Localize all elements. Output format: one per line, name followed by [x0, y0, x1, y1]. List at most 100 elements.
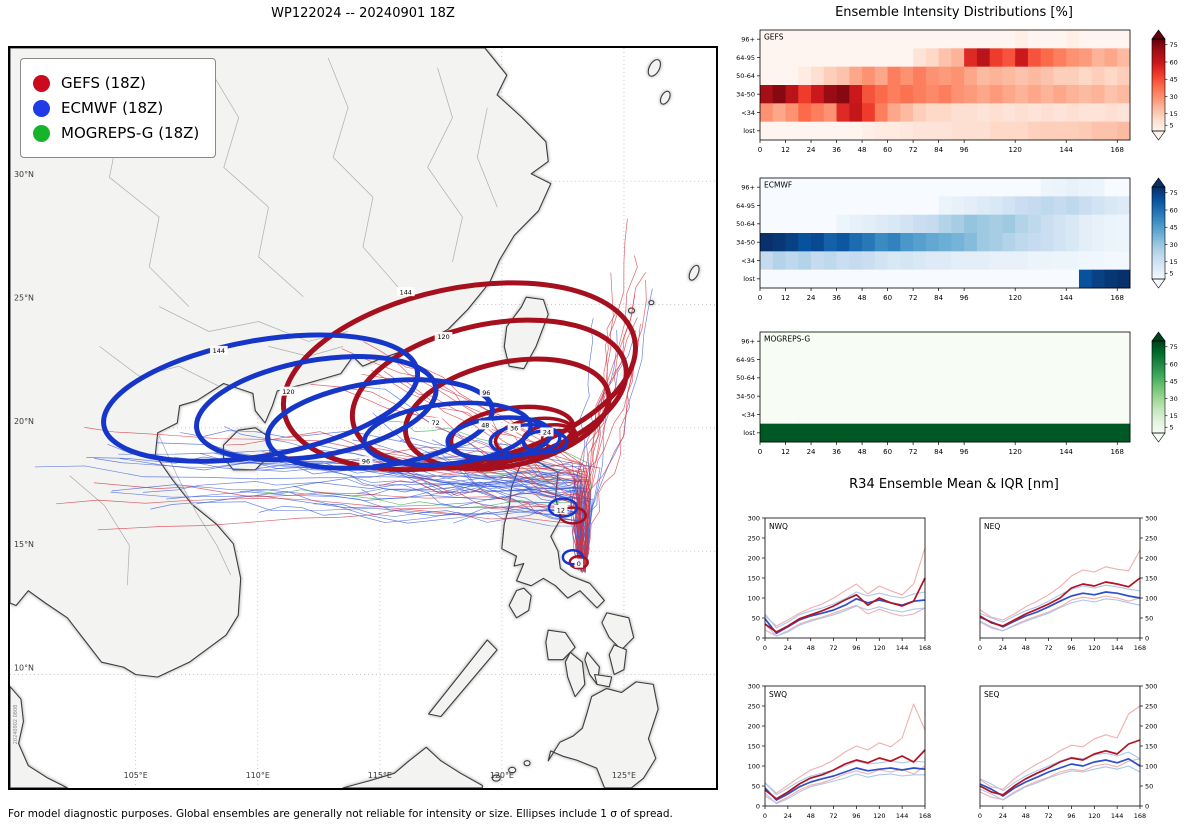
- svg-text:50: 50: [1145, 614, 1153, 622]
- svg-text:60: 60: [883, 448, 892, 456]
- svg-text:84: 84: [934, 294, 943, 302]
- ensemble-track: [180, 430, 601, 568]
- svg-text:36: 36: [832, 146, 841, 154]
- svg-text:NWQ: NWQ: [769, 522, 788, 531]
- svg-text:30: 30: [1170, 241, 1178, 249]
- svg-text:100: 100: [748, 762, 760, 770]
- svg-text:24: 24: [807, 448, 816, 456]
- svg-text:100: 100: [1145, 594, 1157, 602]
- svg-text:200: 200: [748, 554, 760, 562]
- map-axis-labels: 30°N 25°N 20°N 15°N 10°N 105°E 110°E 115°E 120°E…: [14, 170, 636, 780]
- svg-text:24: 24: [999, 812, 1007, 820]
- intensity-heatmap-gefs: 96+ 64-95 50-64 34-50 <34 lost 0 12 24 36 48 60 72 84…: [736, 29, 1178, 154]
- svg-text:84: 84: [934, 448, 943, 456]
- mainland-asia: [10, 48, 552, 678]
- svg-text:15: 15: [1170, 412, 1178, 420]
- svg-text:12: 12: [557, 506, 565, 514]
- r34-section-title: R34 Ensemble Mean & IQR [nm]: [849, 477, 1059, 492]
- svg-text:200: 200: [748, 722, 760, 730]
- svg-text:110°E: 110°E: [246, 771, 270, 780]
- svg-text:5: 5: [1170, 424, 1174, 432]
- svg-text:300: 300: [748, 514, 760, 522]
- r34-chart-swq: 0 50 100 150 200 250 300 0 24 48 72 96 120 144 168 SWQ: [748, 682, 932, 820]
- svg-text:SEQ: SEQ: [984, 690, 999, 699]
- svg-text:120: 120: [1088, 812, 1100, 820]
- svg-text:100: 100: [748, 594, 760, 602]
- svg-text:36: 36: [832, 294, 841, 302]
- svg-text:ECMWF: ECMWF: [764, 181, 792, 190]
- gefs-color-dot: [33, 74, 50, 92]
- spread-ellipse: [540, 428, 578, 450]
- svg-text:144: 144: [896, 644, 908, 652]
- legend-item-mogreps: MOGREPS-G (18Z): [33, 124, 199, 142]
- svg-text:64-95: 64-95: [736, 356, 755, 364]
- svg-text:250: 250: [748, 702, 760, 710]
- svg-text:75: 75: [1170, 189, 1178, 197]
- svg-text:50-64: 50-64: [736, 220, 755, 228]
- svg-text:105°E: 105°E: [124, 771, 148, 780]
- svg-text:<34: <34: [741, 411, 755, 419]
- svg-text:36: 36: [510, 425, 518, 433]
- svg-text:60: 60: [1170, 360, 1178, 368]
- svg-text:48: 48: [1022, 644, 1030, 652]
- sulu-islet: [491, 774, 501, 782]
- svg-text:75: 75: [1170, 343, 1178, 351]
- ensemble-track: [93, 482, 588, 567]
- svg-text:60: 60: [1170, 58, 1178, 66]
- svg-text:96: 96: [362, 458, 370, 466]
- ishigaki-islet: [648, 300, 655, 306]
- ensemble-track: [579, 279, 647, 573]
- svg-text:72: 72: [909, 146, 918, 154]
- timestamp-stamp: 20240902 0808: [13, 705, 19, 745]
- sulu-islet: [508, 766, 517, 774]
- svg-text:48: 48: [858, 146, 867, 154]
- svg-text:96: 96: [852, 812, 860, 820]
- svg-text:48: 48: [858, 294, 867, 302]
- bohol-island: [594, 673, 613, 688]
- svg-text:24: 24: [999, 644, 1007, 652]
- svg-text:100: 100: [1145, 762, 1157, 770]
- svg-text:30: 30: [1170, 395, 1178, 403]
- svg-text:<34: <34: [741, 109, 755, 117]
- svg-text:24: 24: [807, 146, 816, 154]
- svg-text:96+: 96+: [741, 36, 755, 44]
- ecmwf-color-dot: [33, 99, 50, 117]
- svg-text:144: 144: [1111, 644, 1123, 652]
- svg-text:lost: lost: [743, 127, 755, 135]
- svg-text:0: 0: [577, 560, 581, 568]
- svg-text:96: 96: [482, 389, 490, 397]
- ensemble-track: [97, 508, 581, 567]
- ensemble-track: [142, 476, 584, 566]
- svg-text:72: 72: [431, 419, 439, 427]
- svg-text:MOGREPS-G: MOGREPS-G: [764, 335, 810, 344]
- svg-text:24: 24: [784, 812, 792, 820]
- ensemble-track: [576, 295, 636, 571]
- spread-ellipse: [101, 332, 421, 464]
- legend-item-ecmwf: ECMWF (18Z): [33, 99, 199, 117]
- svg-text:0: 0: [758, 146, 762, 154]
- svg-text:200: 200: [1145, 554, 1157, 562]
- svg-text:120: 120: [1008, 294, 1021, 302]
- svg-text:NEQ: NEQ: [984, 522, 1000, 531]
- svg-text:300: 300: [748, 682, 760, 690]
- malay-peninsula: [10, 686, 68, 788]
- svg-text:48: 48: [858, 448, 867, 456]
- svg-text:20°N: 20°N: [14, 417, 34, 426]
- ecmwf-spread-ellipses: [101, 332, 584, 566]
- svg-text:150: 150: [1145, 574, 1157, 582]
- intensity-heatmap-mogreps: 96+ 64-95 50-64 34-50 <34 lost 0 12 24 36 48 60 72 84…: [736, 331, 1178, 456]
- ensemble-track: [582, 353, 635, 571]
- svg-text:25°N: 25°N: [14, 294, 34, 303]
- svg-text:96+: 96+: [741, 184, 755, 192]
- svg-text:144: 144: [400, 288, 412, 296]
- svg-text:300: 300: [1145, 514, 1157, 522]
- svg-text:144: 144: [896, 812, 908, 820]
- ensemble-track: [214, 452, 584, 573]
- svg-text:168: 168: [919, 812, 931, 820]
- ryukyu-islet: [659, 90, 671, 105]
- spread-ellipse: [568, 555, 589, 570]
- svg-text:0: 0: [978, 812, 982, 820]
- svg-text:84: 84: [934, 146, 943, 154]
- legend-label: MOGREPS-G (18Z): [61, 124, 200, 142]
